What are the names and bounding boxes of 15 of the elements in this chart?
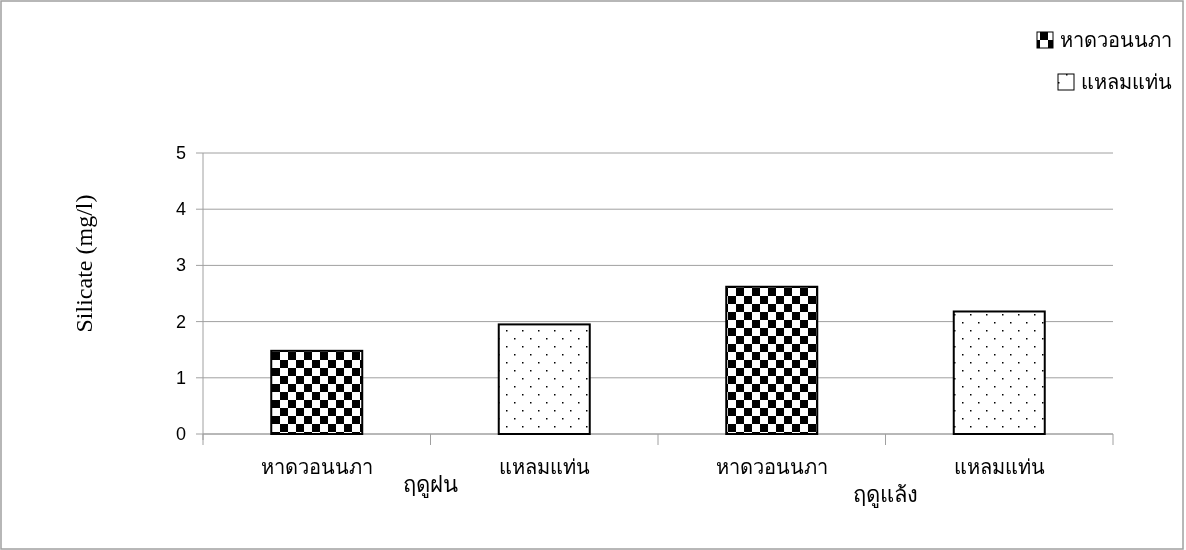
y-tick-label: 4 — [175, 199, 186, 220]
y-tick-label: 2 — [175, 311, 186, 332]
x-tick-label: แหลมแท่น — [498, 456, 590, 478]
y-tick-label: 3 — [175, 255, 186, 276]
y-axis-title: Silicate (mg/l) — [71, 194, 97, 333]
text: ฤดูฝน — [403, 472, 458, 498]
x-tick-label: หาดวอนนภา — [715, 456, 828, 478]
y-tick-label: 5 — [175, 143, 186, 163]
x-tick-label: แหลมแท่น — [953, 456, 1045, 478]
y-tick-label: 1 — [175, 367, 186, 388]
legend-label: แหลมแท่น — [1081, 71, 1172, 93]
x-tick-label: หาดวอนนภา — [260, 456, 373, 478]
text: ฤดูแล้ง — [853, 482, 918, 508]
y-tick-label: 0 — [175, 424, 186, 444]
legend-label: หาดวอนนภา — [1060, 29, 1172, 51]
